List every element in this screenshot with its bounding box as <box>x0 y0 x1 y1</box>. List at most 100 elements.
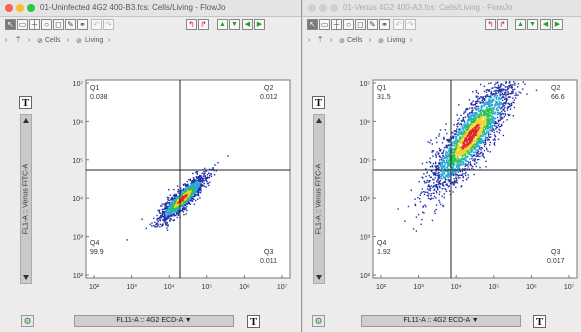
pencil-icon[interactable]: ✎ <box>367 19 378 30</box>
event-dot <box>461 148 464 150</box>
x-transform-button[interactable]: T <box>247 315 260 328</box>
event-dot <box>186 209 188 212</box>
event-dot <box>433 185 436 187</box>
event-dot <box>499 86 502 88</box>
event-dot <box>454 154 457 156</box>
settings-gear-icon[interactable]: ⚙ <box>21 315 34 327</box>
up-icon[interactable]: ▲ <box>217 19 228 30</box>
event-dot <box>491 120 493 122</box>
close-window-button[interactable] <box>5 4 13 12</box>
event-dot <box>462 136 464 138</box>
rectangle-gate-icon[interactable]: ▭ <box>17 19 28 30</box>
x-axis-selector[interactable]: FL11-A :: 4G2 ECD-A ▼ <box>74 315 234 327</box>
event-dot <box>447 164 450 166</box>
event-dot <box>478 97 480 99</box>
up-icon[interactable]: ▲ <box>515 19 526 30</box>
event-dot <box>462 158 464 160</box>
down-icon[interactable]: ▼ <box>229 19 240 30</box>
event-dot <box>459 138 462 140</box>
event-dot <box>487 127 489 129</box>
event-dot <box>513 81 515 83</box>
event-dot <box>497 84 500 86</box>
event-dot <box>452 170 454 172</box>
breadcrumb-current[interactable]: Living <box>387 37 406 44</box>
breadcrumb-parent[interactable]: Cells <box>45 37 61 44</box>
zoom-window-button[interactable] <box>330 4 338 12</box>
event-dot <box>490 125 493 127</box>
zoom-window-button[interactable] <box>27 4 35 12</box>
event-dot <box>172 207 175 209</box>
event-dot <box>515 92 517 94</box>
event-dot <box>454 159 456 161</box>
expand-chevron-icon[interactable]: › <box>308 37 311 44</box>
link-icon[interactable]: ⚭ <box>379 19 390 30</box>
event-dot <box>182 194 185 196</box>
event-dot <box>438 193 440 196</box>
link-icon[interactable]: ⚭ <box>77 19 88 30</box>
event-dot <box>183 197 185 199</box>
expand-chevron-icon[interactable]: › <box>5 37 8 44</box>
event-dot <box>443 181 446 183</box>
y-transform-button[interactable]: T <box>312 96 325 109</box>
settings-gear-icon[interactable]: ⚙ <box>312 315 325 327</box>
forward-icon[interactable]: ↱ <box>497 19 508 30</box>
event-dot <box>478 119 480 121</box>
x-transform-button[interactable]: T <box>533 315 546 328</box>
ellipse-gate-icon[interactable]: ○ <box>41 19 52 30</box>
event-dot <box>417 197 419 199</box>
x-axis-selector[interactable]: FL11-A :: 4G2 ECD-A ▼ <box>361 315 521 327</box>
event-dot <box>505 91 507 93</box>
ellipse-gate-icon[interactable]: ○ <box>343 19 354 30</box>
breadcrumb-current[interactable]: Living <box>85 37 104 44</box>
next-icon[interactable]: ▶ <box>254 19 265 30</box>
event-dot <box>195 185 197 188</box>
forward-icon[interactable]: ↱ <box>198 19 209 30</box>
breadcrumb-parent[interactable]: Cells <box>347 37 363 44</box>
event-dot <box>173 215 175 217</box>
select-arrow-icon[interactable]: ↖ <box>5 19 16 30</box>
polygon-gate-icon[interactable]: ◻ <box>355 19 366 30</box>
prev-icon[interactable]: ◀ <box>242 19 253 30</box>
event-dot <box>438 133 441 135</box>
close-window-button[interactable] <box>308 4 316 12</box>
rectangle-gate-icon[interactable]: ▭ <box>319 19 330 30</box>
event-dot <box>185 187 187 189</box>
undo-icon[interactable]: ↶ <box>91 19 102 30</box>
down-icon[interactable]: ▼ <box>527 19 538 30</box>
redo-icon[interactable]: ↷ <box>405 19 416 30</box>
event-dot <box>447 147 449 150</box>
select-arrow-icon[interactable]: ↖ <box>307 19 318 30</box>
quadrant-gate-icon[interactable]: ┼ <box>29 19 40 30</box>
event-dot <box>167 207 169 210</box>
event-dot <box>180 193 182 196</box>
event-dot <box>458 149 461 151</box>
quadrant-gate-icon[interactable]: ┼ <box>331 19 342 30</box>
redo-icon[interactable]: ↷ <box>103 19 114 30</box>
prev-icon[interactable]: ◀ <box>540 19 551 30</box>
next-icon[interactable]: ▶ <box>552 19 563 30</box>
y-axis-selector[interactable]: FL1-A :: Venus FITC-A <box>20 114 32 284</box>
undo-icon[interactable]: ↶ <box>393 19 404 30</box>
event-dot <box>467 108 469 110</box>
pencil-icon[interactable]: ✎ <box>65 19 76 30</box>
minimize-window-button[interactable] <box>16 4 24 12</box>
y-transform-button[interactable]: T <box>19 96 32 109</box>
minimize-window-button[interactable] <box>319 4 327 12</box>
event-dot <box>472 147 474 149</box>
event-dot <box>483 145 486 147</box>
back-icon[interactable]: ↰ <box>186 19 197 30</box>
event-dot <box>197 190 199 192</box>
event-dot <box>498 88 500 90</box>
y-axis-label: FL1-A :: Venus FITC-A <box>22 163 30 235</box>
event-dot <box>460 160 462 162</box>
polygon-gate-icon[interactable]: ◻ <box>53 19 64 30</box>
event-dot <box>465 159 468 161</box>
event-dot <box>156 225 159 227</box>
back-icon[interactable]: ↰ <box>485 19 496 30</box>
event-dot <box>455 148 457 150</box>
event-dot <box>439 173 441 176</box>
y-axis-selector[interactable]: FL1-A :: Venus FITC-A <box>313 114 325 284</box>
event-dot <box>178 195 180 197</box>
